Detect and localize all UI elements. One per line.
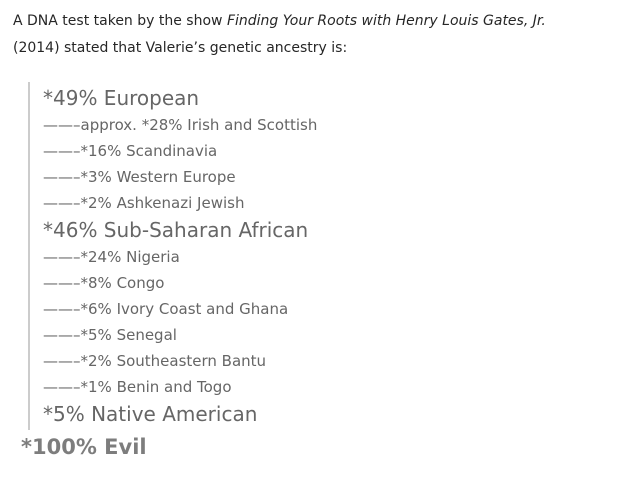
ancestry-blockquote: *49% European ——–approx. *28% Irish and S… [28,82,614,430]
ancestry-sub-item: ——–*3% Western Europe [43,168,236,186]
ancestry-group-heading: *46% Sub-Saharan African [43,218,309,242]
intro-line1-regular: A DNA test taken by the show [13,13,227,29]
ancestry-sub-item: ——–*5% Senegal [43,326,177,344]
intro-line2: (2014) stated that Valerie’s genetic anc… [13,40,348,56]
ancestry-sub-item: ——–*24% Nigeria [43,248,180,266]
evil-line: *100% Evil [21,435,147,459]
ancestry-group-heading: *5% Native American [43,402,258,426]
ancestry-sub-item: ——–*8% Congo [43,274,165,292]
ancestry-sub-item: ——–*2% Ashkenazi Jewish [43,194,245,212]
ancestry-sub-item: ——–approx. *28% Irish and Scottish [43,116,318,134]
show-title-italic: Finding Your Roots with Henry Louis Gate… [226,13,546,29]
intro-line1: A DNA test taken by the show Finding You… [13,8,614,35]
ancestry-group-heading: *49% European [43,86,200,110]
ancestry-sub-item: ——–*16% Scandinavia [43,142,218,160]
ancestry-sub-item: ——–*1% Benin and Togo [43,378,232,396]
intro-paragraph: A DNA test taken by the show Finding You… [13,8,614,62]
ancestry-sub-item: ——–*6% Ivory Coast and Ghana [43,300,289,318]
ancestry-sub-item: ——–*2% Southeastern Bantu [43,352,267,370]
